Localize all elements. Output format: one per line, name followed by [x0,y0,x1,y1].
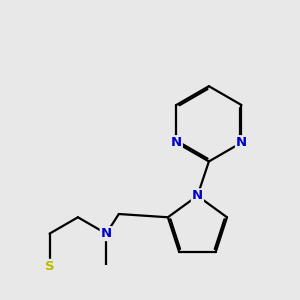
Text: N: N [192,189,203,202]
Text: N: N [171,136,182,149]
Text: S: S [45,260,54,273]
Text: N: N [101,227,112,240]
Text: N: N [236,136,247,149]
